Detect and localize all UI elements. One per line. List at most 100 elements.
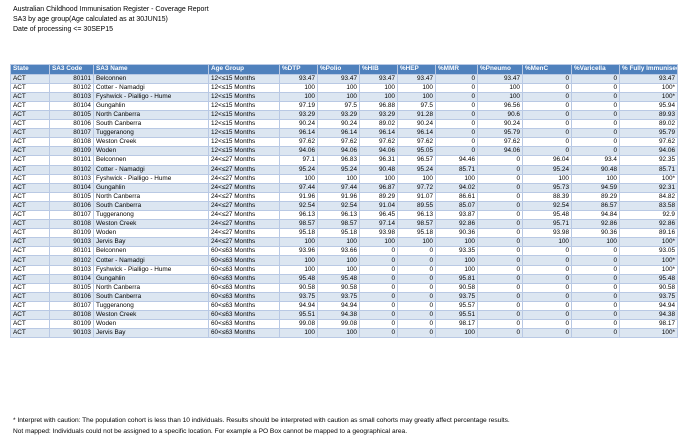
table-cell: 90.58 (279, 282, 318, 293)
table-cell: 100 (359, 82, 398, 93)
table-cell: 100 (359, 91, 398, 102)
table-cell: 94.94 (619, 300, 678, 312)
table-cell: 24<≤27 Months (208, 155, 280, 166)
table-cell: ACT (10, 109, 50, 121)
table-cell: 0 (435, 119, 478, 130)
table-cell: 96.14 (317, 128, 360, 139)
table-cell: 100 (571, 173, 620, 184)
table-cell: 93.98 (359, 228, 398, 239)
table-cell: 95.81 (435, 273, 478, 284)
table-cell: ACT (10, 319, 50, 330)
table-cell: 90.24 (397, 119, 436, 130)
table-cell: 90.48 (359, 164, 398, 175)
table-cell: 0 (477, 219, 523, 230)
table-row: ACT 80107 Tuggeranong 60<≤63 Months 94.94 94.… (10, 300, 678, 312)
table-cell: 0 (477, 255, 523, 266)
table-cell: 96.56 (477, 100, 523, 111)
table-cell: 95.48 (522, 209, 572, 221)
table-cell: 97.62 (397, 137, 436, 148)
table-cell: 0 (522, 300, 572, 312)
table-cell: Jervis Bay (93, 237, 209, 248)
table-cell: 94.84 (571, 209, 620, 221)
table-cell: 0 (359, 264, 398, 275)
table-cell: 0 (397, 300, 436, 312)
table-cell: South Canberra (93, 119, 209, 130)
table-cell: 100* (619, 255, 678, 266)
report-title: Australian Childhood Immunisation Regist… (13, 6, 209, 13)
table-cell: ACT (10, 119, 50, 130)
table-cell: 94.46 (435, 155, 478, 166)
table-cell: 80109 (49, 319, 94, 330)
column-header: % Fully Immunised (619, 64, 678, 75)
table-cell: 60<≤63 Months (208, 264, 280, 275)
table-cell: 89.29 (359, 191, 398, 202)
table-cell: 95.51 (435, 310, 478, 321)
table-cell: 0 (522, 146, 572, 157)
table-cell: 97.72 (397, 182, 436, 193)
table-cell: Jervis Bay (93, 328, 209, 339)
table-cell: 96.88 (359, 100, 398, 111)
table-cell: 100 (522, 237, 572, 248)
table-cell: 100 (279, 91, 318, 102)
table-cell: 97.62 (279, 137, 318, 148)
table-cell: 100 (317, 237, 360, 248)
table-cell: North Canberra (93, 109, 209, 121)
table-cell: 97.5 (317, 100, 360, 111)
column-header: %MMR (435, 64, 478, 75)
table-cell: 92.86 (571, 219, 620, 230)
table-cell: ACT (10, 155, 50, 166)
table-row: ACT 80109 Woden 24<≤27 Months 95.18 95.18 93.9… (10, 228, 678, 239)
table-cell: ACT (10, 264, 50, 275)
table-cell: 0 (571, 310, 620, 321)
table-cell: 94.06 (279, 146, 318, 157)
table-cell: 92.35 (619, 155, 678, 166)
table-cell: 0 (397, 310, 436, 321)
table-cell: 90.58 (317, 282, 360, 293)
table-cell: 24<≤27 Months (208, 191, 280, 202)
table-cell: 100* (619, 328, 678, 339)
column-header: SA3 Name (93, 64, 209, 75)
table-cell: 12<≤15 Months (208, 91, 280, 102)
table-row: ACT 80103 Fyshwick - Pialligo - Hume 24<≤27… (10, 173, 678, 184)
table-cell: 84.82 (619, 191, 678, 202)
table-cell: 91.28 (397, 109, 436, 121)
table-cell: ACT (10, 228, 50, 239)
table-cell: 100* (619, 237, 678, 248)
table-cell: 94.06 (477, 146, 523, 157)
table-row: ACT 80105 North Canberra 24<≤27 Months 91.96… (10, 191, 678, 202)
table-cell: 86.57 (571, 200, 620, 212)
table-cell: 95.24 (279, 164, 318, 175)
table-cell: 89.93 (619, 109, 678, 121)
table-cell: 95.57 (435, 300, 478, 312)
table-cell: 99.08 (317, 319, 360, 330)
table-row: ACT 80108 Weston Creek 24<≤27 Months 98.57 98… (10, 219, 678, 230)
table-cell: 97.62 (477, 137, 523, 148)
table-cell: 92.86 (619, 219, 678, 230)
table-cell: 100 (317, 173, 360, 184)
table-cell: 0 (359, 255, 398, 266)
table-cell: 24<≤27 Months (208, 209, 280, 221)
footnotes: * Interpret with caution: The population… (13, 415, 510, 437)
table-cell: 80108 (49, 310, 94, 321)
table-cell: 0 (522, 128, 572, 139)
table-cell: 80106 (49, 119, 94, 130)
report-header: Australian Childhood Immunisation Regist… (13, 5, 209, 35)
table-cell: 0 (477, 264, 523, 275)
table-row: ACT 80101 Belconnen 60<≤63 Months 93.96 93.66… (10, 246, 678, 257)
table-cell: 80102 (49, 164, 94, 175)
table-row: ACT 80102 Cotter - Namadgi 60<≤63 Months 100… (10, 255, 678, 266)
table-cell: ACT (10, 73, 50, 84)
table-cell: 95.18 (317, 228, 360, 239)
table-cell: 0 (435, 91, 478, 102)
table-cell: 0 (522, 264, 572, 275)
table-cell: 95.24 (317, 164, 360, 175)
table-cell: 96.83 (317, 155, 360, 166)
table-row: ACT 90103 Jervis Bay 60<≤63 Months 100 100 0 0 1… (10, 328, 678, 339)
table-cell: ACT (10, 246, 50, 257)
table-cell: 0 (477, 328, 523, 339)
table-row: ACT 80104 Gungahlin 24<≤27 Months 97.44 97.44… (10, 182, 678, 193)
table-cell: 92.54 (279, 200, 318, 212)
table-cell: 90103 (49, 237, 94, 248)
table-cell: 94.94 (317, 300, 360, 312)
table-cell: 100 (397, 173, 436, 184)
